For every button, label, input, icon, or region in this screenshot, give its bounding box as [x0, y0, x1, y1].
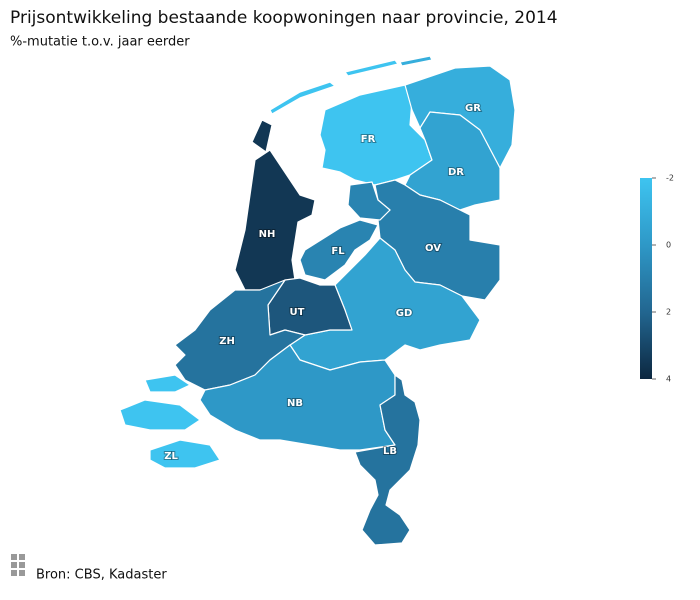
province-label: GR [465, 103, 481, 114]
province [269, 59, 433, 186]
province [354, 374, 421, 546]
province-label: NB [287, 398, 303, 409]
cbs-logo [11, 554, 25, 576]
province-label: FR [361, 134, 376, 145]
province [299, 181, 391, 281]
chart-subtitle: %-mutatie t.o.v. jaar eerder [10, 35, 190, 50]
province-label: GD [396, 308, 413, 319]
source: Bron: CBS, Kadaster [36, 568, 167, 583]
map [119, 55, 516, 546]
colorbar [640, 178, 652, 379]
chart-title: Prijsontwikkeling bestaande koopwoningen… [10, 8, 558, 28]
province-label: NH [259, 229, 276, 240]
colorbar-tick-label: 4 [666, 375, 671, 384]
province-label: UT [290, 307, 305, 318]
province-label: DR [448, 167, 464, 178]
province-label: ZH [219, 336, 235, 347]
colorbar-tick-label: -2 [666, 174, 674, 183]
province-label: OV [425, 243, 441, 254]
province-label: LB [383, 446, 397, 457]
province [234, 119, 316, 291]
province [374, 179, 501, 301]
colorbar-tick-label: 0 [666, 241, 671, 250]
province-label: FL [331, 246, 345, 257]
colorbar-tick-label: 2 [666, 308, 671, 317]
province-label: ZL [164, 451, 178, 462]
province [119, 374, 221, 469]
